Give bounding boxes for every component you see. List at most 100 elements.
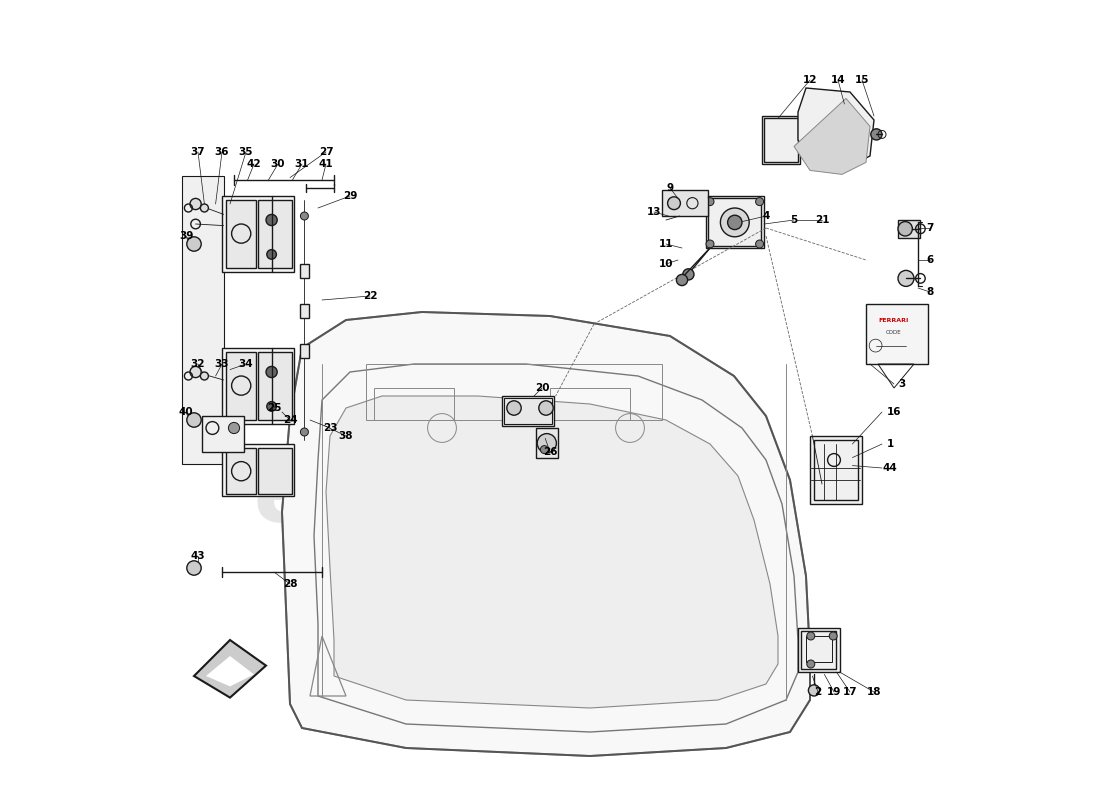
Text: 19: 19 [827,687,842,697]
Bar [798,628,839,672]
Circle shape [229,422,240,434]
Polygon shape [282,312,810,756]
Circle shape [808,685,820,696]
Text: 5: 5 [791,215,798,225]
Circle shape [676,274,688,286]
Text: 2: 2 [814,687,822,697]
Text: europ: europ [254,450,564,542]
Circle shape [537,434,557,453]
Circle shape [267,250,276,259]
Text: 15: 15 [855,75,869,85]
Text: 1: 1 [887,439,893,449]
Text: 9: 9 [667,183,673,193]
Bar [374,388,454,420]
Bar [866,304,928,364]
Text: 39: 39 [179,231,194,241]
Circle shape [187,561,201,575]
Text: 14: 14 [830,75,845,85]
Text: for parts: for parts [390,597,581,635]
Circle shape [539,401,553,415]
Circle shape [756,240,763,248]
Text: 43: 43 [190,551,206,561]
Circle shape [720,208,749,237]
Polygon shape [206,656,254,686]
Bar [299,304,309,318]
Bar [222,348,294,424]
Bar [762,116,801,164]
Text: 8: 8 [926,287,934,297]
Circle shape [200,204,208,212]
Circle shape [300,428,308,436]
Circle shape [200,372,208,380]
Text: 44: 44 [882,463,898,473]
Text: 33: 33 [214,359,229,369]
Circle shape [300,212,308,220]
Circle shape [806,660,815,668]
Bar [764,118,798,162]
Bar [810,436,862,504]
Bar [801,631,836,669]
Text: 38: 38 [339,431,353,441]
Text: 26: 26 [542,447,558,457]
Text: 17: 17 [843,687,857,697]
Circle shape [266,366,277,378]
Bar [662,190,707,216]
Circle shape [756,198,763,206]
Circle shape [706,198,714,206]
Text: 41: 41 [319,159,333,169]
Text: 18: 18 [867,687,881,697]
Bar [226,200,256,268]
Circle shape [267,402,276,411]
Circle shape [829,632,837,640]
Text: 16: 16 [887,407,901,417]
Text: 24: 24 [283,415,297,425]
Text: 31: 31 [295,159,309,169]
Bar [226,448,256,494]
Circle shape [668,197,681,210]
Text: 29: 29 [343,191,358,201]
Circle shape [190,366,201,378]
Text: 30: 30 [271,159,285,169]
Text: FERRARI: FERRARI [878,318,909,322]
Text: 4: 4 [762,211,770,221]
Text: 27: 27 [319,147,333,157]
Bar [299,344,309,358]
Bar [898,220,921,238]
Text: 40: 40 [178,407,194,417]
Text: a passion: a passion [398,514,651,558]
Circle shape [266,214,277,226]
Polygon shape [326,396,778,708]
Bar [806,636,832,662]
Text: 10: 10 [659,259,673,269]
Text: 23: 23 [322,423,338,433]
Bar [299,264,309,278]
Text: 21: 21 [815,215,829,225]
Circle shape [898,270,914,286]
Bar [222,444,294,496]
Text: 13: 13 [647,207,661,217]
Circle shape [683,269,694,280]
Bar [202,416,243,452]
Circle shape [190,198,201,210]
Text: 11: 11 [659,239,673,249]
Circle shape [187,413,201,427]
Bar [814,440,858,500]
Text: 37: 37 [190,147,206,157]
Bar [550,388,630,420]
Circle shape [727,215,742,230]
Bar [708,198,761,246]
Polygon shape [194,640,266,698]
Circle shape [898,222,912,236]
Text: 22: 22 [363,291,377,301]
Bar [222,196,294,272]
Text: 12: 12 [803,75,817,85]
Text: 32: 32 [190,359,206,369]
Bar [706,196,763,248]
Text: 42: 42 [246,159,262,169]
Polygon shape [794,98,870,174]
Text: 35: 35 [239,147,253,157]
Circle shape [706,240,714,248]
Circle shape [507,401,521,415]
Circle shape [187,237,201,251]
Text: 36: 36 [214,147,229,157]
